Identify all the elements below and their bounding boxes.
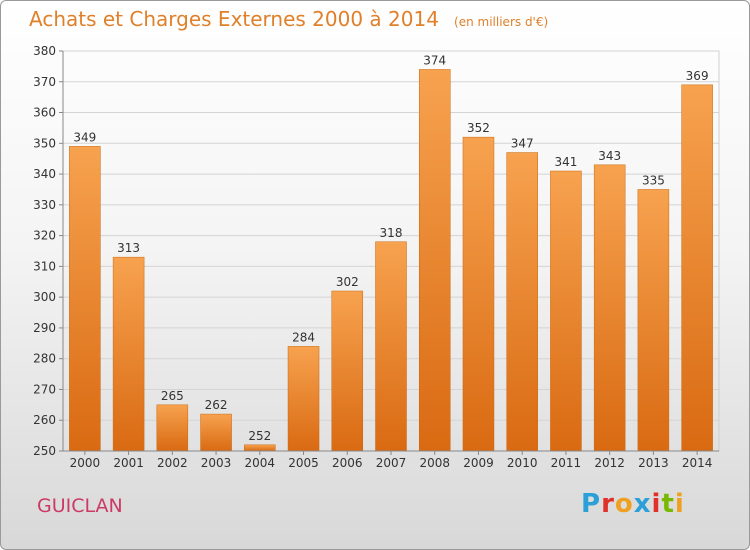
x-tick-label: 2012 xyxy=(594,456,625,470)
bar-2013 xyxy=(637,189,670,452)
data-label-2000: 349 xyxy=(73,130,96,144)
chart-title-block: Achats et Charges Externes 2000 à 2014 (… xyxy=(29,7,548,31)
data-label-2007: 318 xyxy=(380,226,403,240)
bar-2007 xyxy=(375,241,407,452)
bar-2011 xyxy=(550,170,582,452)
data-label-2008: 374 xyxy=(423,53,446,67)
bar-2002 xyxy=(156,404,189,452)
x-tick-label: 2003 xyxy=(201,456,232,470)
x-tick-label: 2010 xyxy=(507,456,538,470)
data-label-2002: 265 xyxy=(161,389,184,403)
y-tick-label: 300 xyxy=(33,290,56,304)
chart-unit-note: (en milliers d'€) xyxy=(454,15,549,29)
bar-2001 xyxy=(112,256,145,452)
data-label-2001: 313 xyxy=(117,241,140,255)
y-tick-label: 360 xyxy=(33,106,56,120)
x-tick-label: 2004 xyxy=(245,456,276,470)
logo-letter: o xyxy=(614,489,634,519)
x-tick-label: 2011 xyxy=(551,456,582,470)
bar-2005 xyxy=(287,346,320,452)
data-label-2013: 335 xyxy=(642,173,665,187)
x-tick-label: 2007 xyxy=(376,456,407,470)
y-tick-label: 380 xyxy=(33,44,56,58)
data-label-2009: 352 xyxy=(467,121,490,135)
place-name: GUICLAN xyxy=(37,495,123,517)
y-tick-label: 310 xyxy=(33,259,56,273)
x-tick-label: 2001 xyxy=(113,456,144,470)
bar-2008 xyxy=(418,69,451,452)
logo-letter: t xyxy=(661,489,675,519)
x-tick-label: 2000 xyxy=(70,456,101,470)
data-label-2014: 369 xyxy=(686,69,709,83)
x-tick-label: 2006 xyxy=(332,456,363,470)
logo-letter: i xyxy=(651,489,662,519)
data-label-2011: 341 xyxy=(554,155,577,169)
y-tick-label: 370 xyxy=(33,75,56,89)
bar-2003 xyxy=(200,413,232,452)
logo-letter: i xyxy=(674,489,685,519)
y-tick-label: 340 xyxy=(33,167,56,181)
data-label-2005: 284 xyxy=(292,330,315,344)
logo-letter: x xyxy=(633,489,652,519)
y-tick-label: 330 xyxy=(33,198,56,212)
y-tick-label: 280 xyxy=(33,352,56,366)
bar-2000 xyxy=(69,146,101,452)
logo-letter: r xyxy=(601,489,615,519)
x-tick-label: 2008 xyxy=(419,456,450,470)
bar-2012 xyxy=(593,164,626,452)
data-label-2004: 252 xyxy=(248,429,271,443)
logo-letter: P xyxy=(581,489,602,519)
y-tick-label: 350 xyxy=(33,136,56,150)
bar-2009 xyxy=(462,136,495,452)
y-tick-label: 320 xyxy=(33,229,56,243)
data-label-2012: 343 xyxy=(598,149,621,163)
bar-2004 xyxy=(244,444,276,452)
data-label-2010: 347 xyxy=(511,137,534,151)
x-tick-label: 2002 xyxy=(157,456,188,470)
y-tick-label: 270 xyxy=(33,382,56,396)
x-tick-label: 2009 xyxy=(463,456,494,470)
y-tick-label: 290 xyxy=(33,321,56,335)
y-tick-label: 250 xyxy=(33,444,56,458)
y-tick-label: 260 xyxy=(33,413,56,427)
chart-title: Achats et Charges Externes 2000 à 2014 xyxy=(29,7,439,31)
bar-2006 xyxy=(331,290,364,452)
bar-2010 xyxy=(506,152,538,452)
x-tick-label: 2014 xyxy=(682,456,713,470)
x-tick-label: 2005 xyxy=(288,456,319,470)
data-label-2003: 262 xyxy=(205,398,228,412)
proxiti-logo[interactable]: Proxiti xyxy=(581,489,685,519)
bar-2014 xyxy=(681,84,713,452)
data-label-2006: 302 xyxy=(336,275,359,289)
x-tick-label: 2013 xyxy=(638,456,669,470)
